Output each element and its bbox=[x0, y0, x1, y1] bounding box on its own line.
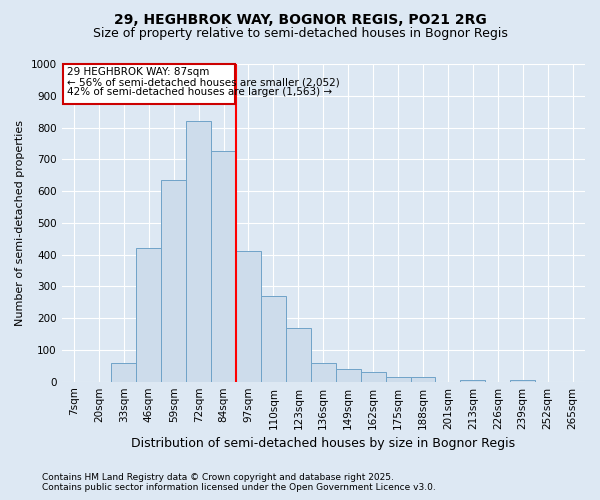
Bar bbox=[510, 380, 535, 382]
Bar bbox=[286, 328, 311, 382]
Y-axis label: Number of semi-detached properties: Number of semi-detached properties bbox=[15, 120, 25, 326]
Text: Size of property relative to semi-detached houses in Bognor Regis: Size of property relative to semi-detach… bbox=[92, 28, 508, 40]
Text: Contains HM Land Registry data © Crown copyright and database right 2025.
Contai: Contains HM Land Registry data © Crown c… bbox=[42, 473, 436, 492]
Bar bbox=[236, 252, 261, 382]
Bar bbox=[410, 377, 436, 382]
Text: 29 HEGHBROK WAY: 87sqm: 29 HEGHBROK WAY: 87sqm bbox=[67, 66, 209, 76]
Bar bbox=[161, 180, 186, 382]
Bar bbox=[261, 296, 286, 382]
Bar bbox=[186, 121, 211, 382]
Text: 42% of semi-detached houses are larger (1,563) →: 42% of semi-detached houses are larger (… bbox=[67, 87, 332, 97]
Bar bbox=[361, 372, 386, 382]
Bar bbox=[336, 369, 361, 382]
FancyBboxPatch shape bbox=[63, 64, 235, 104]
Bar bbox=[386, 377, 410, 382]
Text: 29, HEGHBROK WAY, BOGNOR REGIS, PO21 2RG: 29, HEGHBROK WAY, BOGNOR REGIS, PO21 2RG bbox=[113, 12, 487, 26]
Bar bbox=[211, 152, 236, 382]
Bar bbox=[311, 362, 336, 382]
Bar bbox=[460, 380, 485, 382]
Bar bbox=[136, 248, 161, 382]
Text: ← 56% of semi-detached houses are smaller (2,052): ← 56% of semi-detached houses are smalle… bbox=[67, 78, 339, 88]
X-axis label: Distribution of semi-detached houses by size in Bognor Regis: Distribution of semi-detached houses by … bbox=[131, 437, 515, 450]
Bar bbox=[112, 362, 136, 382]
